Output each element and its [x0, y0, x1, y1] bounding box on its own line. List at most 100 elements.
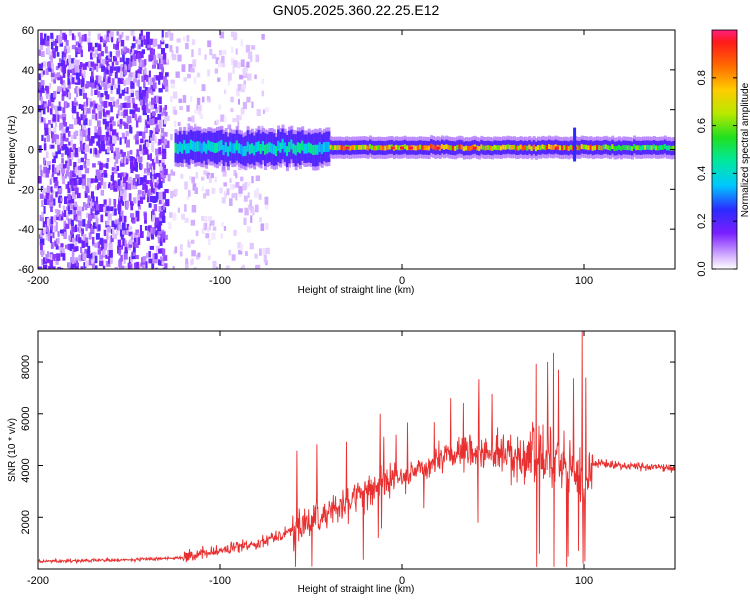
noise-cell: [144, 59, 147, 66]
noise-cell: [67, 181, 70, 189]
noise-cell: [76, 174, 79, 179]
noise-cell: [64, 196, 68, 204]
noise-cell: [61, 248, 65, 254]
noise-cell: [63, 52, 67, 58]
noise-cell: [81, 183, 85, 189]
noise-cell: [56, 52, 60, 57]
noise-cell: [151, 97, 155, 105]
noise-cell: [139, 97, 145, 106]
noise-cell: [51, 63, 54, 70]
noise-cell: [72, 226, 76, 233]
noise-cell: [174, 188, 178, 195]
noise-cell: [212, 226, 217, 231]
noise-cell: [161, 48, 165, 55]
noise-cell: [53, 91, 57, 98]
noise-cell: [119, 70, 124, 79]
noise-cell: [124, 136, 127, 144]
noise-cell: [126, 223, 130, 231]
noise-cell: [158, 96, 162, 105]
noise-cell: [204, 222, 208, 230]
noise-cell: [166, 58, 169, 63]
noise-cell: [78, 118, 81, 126]
noise-cell: [58, 163, 64, 170]
signal-core: [486, 145, 490, 150]
noise-cell: [117, 179, 121, 186]
noise-cell: [137, 237, 141, 245]
noise-cell: [67, 148, 70, 156]
noise-cell: [161, 231, 166, 239]
noise-cell: [116, 113, 119, 119]
noise-cell: [123, 172, 128, 178]
noise-cell: [158, 147, 162, 155]
noise-cell: [63, 83, 66, 91]
noise-cell: [80, 266, 83, 269]
noise-cell: [142, 256, 147, 263]
noise-cell: [135, 255, 139, 260]
signal-core: [211, 142, 215, 153]
noise-cell: [244, 182, 248, 190]
noise-cell: [185, 261, 189, 269]
noise-cell: [127, 182, 132, 190]
noise-cell: [82, 63, 87, 70]
noise-cell: [55, 134, 59, 143]
noise-cell: [121, 32, 124, 38]
signal-core: [213, 143, 217, 153]
snr-ylabel: SNR (10 * v/v): [7, 418, 18, 482]
noise-cell: [55, 65, 59, 71]
noise-cell: [47, 237, 52, 242]
noise-cell: [222, 50, 227, 55]
noise-cell: [85, 242, 89, 247]
noise-cell: [80, 114, 84, 121]
signal-core: [379, 145, 383, 151]
noise-cell: [139, 33, 142, 40]
noise-cell: [164, 189, 169, 194]
noise-cell: [141, 59, 146, 68]
noise-cell: [103, 83, 108, 90]
noise-cell: [71, 101, 75, 108]
noise-cell: [165, 234, 168, 240]
noise-cell: [84, 144, 90, 153]
noise-cell: [162, 267, 166, 269]
noise-cell: [92, 178, 97, 183]
noise-cell: [92, 205, 95, 212]
noise-cell: [153, 204, 158, 212]
noise-cell: [57, 231, 60, 237]
noise-cell: [55, 226, 58, 231]
noise-cell: [103, 71, 107, 79]
noise-cell: [92, 263, 95, 269]
signal-core: [185, 143, 189, 154]
noise-cell: [83, 70, 86, 78]
noise-cell: [155, 245, 160, 253]
noise-cell: [165, 43, 169, 49]
signal-core: [567, 146, 571, 151]
noise-cell: [251, 208, 255, 216]
noise-cell: [87, 220, 91, 229]
noise-cell: [71, 187, 75, 192]
noise-cell: [105, 94, 110, 100]
noise-cell: [147, 168, 150, 173]
noise-cell: [164, 263, 168, 269]
noise-cell: [230, 96, 234, 103]
signal-core: [353, 145, 357, 150]
noise-cell: [90, 52, 93, 60]
noise-cell: [193, 267, 198, 269]
signal-core: [183, 140, 187, 151]
noise-cell: [167, 173, 171, 182]
noise-cell: [98, 44, 102, 52]
noise-cell: [92, 196, 95, 203]
noise-cell: [154, 182, 158, 188]
noise-cell: [123, 46, 128, 52]
noise-cell: [72, 33, 75, 40]
noise-cell: [68, 172, 71, 179]
noise-cell: [238, 115, 242, 121]
noise-cell: [84, 112, 87, 119]
noise-cell: [128, 256, 132, 264]
noise-cell: [55, 258, 59, 265]
noise-cell: [237, 242, 242, 249]
noise-cell: [50, 206, 53, 212]
noise-cell: [160, 40, 165, 45]
signal-core: [508, 144, 512, 150]
noise-cell: [159, 238, 163, 246]
noise-cell: [133, 232, 137, 240]
noise-cell: [100, 189, 104, 196]
